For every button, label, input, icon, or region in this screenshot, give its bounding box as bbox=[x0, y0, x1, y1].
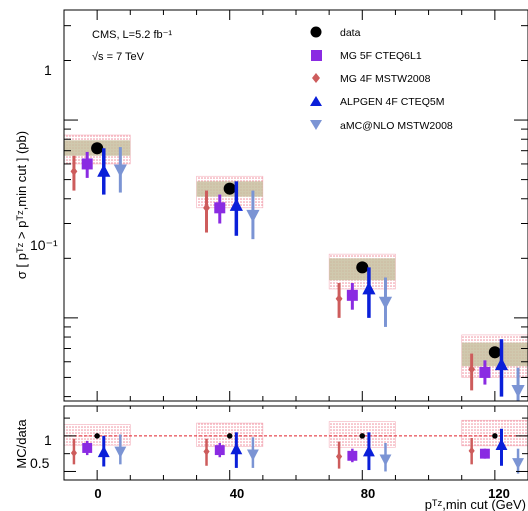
point-amcnlo bbox=[378, 296, 393, 310]
x-axis-label: pᵀᶻ,min cut (GeV) bbox=[425, 497, 526, 511]
legend-marker-amcnlo bbox=[310, 120, 322, 130]
point-alpgen bbox=[362, 281, 376, 295]
y-tick-label-ratio-0p5: 0.5 bbox=[30, 455, 50, 471]
ratio-point-mg5f bbox=[214, 445, 225, 456]
point-mg4f bbox=[70, 166, 78, 176]
legend: data MG 5F CTEQ6L1 MG 4F MSTW2008 ALPGEN… bbox=[310, 26, 453, 132]
legend-marker-mg5f bbox=[311, 50, 322, 61]
point-mg4f bbox=[203, 203, 210, 213]
ratio-point-alpgen bbox=[495, 438, 508, 450]
point-mg5f bbox=[214, 202, 226, 214]
point-alpgen bbox=[229, 198, 243, 211]
y-axis-label-ratio: MC/data bbox=[14, 419, 29, 469]
x-tick-label-120: 120 bbox=[488, 486, 510, 501]
ratio-point-data bbox=[94, 433, 100, 439]
y-tick-label-main-1: 1 bbox=[44, 62, 52, 78]
ratio-point-amcnlo bbox=[114, 446, 127, 459]
point-data bbox=[91, 142, 104, 155]
legend-label-amcnlo: aMC@NLO MSTW2008 bbox=[340, 120, 453, 132]
point-amcnlo bbox=[511, 384, 525, 398]
ratio-point-amcnlo bbox=[512, 458, 524, 470]
ratio-point-mg5f bbox=[82, 443, 93, 453]
point-mg5f bbox=[479, 366, 491, 378]
point-amcnlo bbox=[246, 209, 260, 223]
point-mg5f bbox=[346, 289, 358, 301]
ratio-point-alpgen bbox=[362, 445, 375, 457]
tick-marks bbox=[63, 10, 528, 480]
main-plot-frame bbox=[63, 9, 528, 402]
data-marks bbox=[70, 142, 525, 474]
axes bbox=[63, 9, 528, 481]
point-alpgen bbox=[97, 164, 111, 177]
ratio-point-mg5f bbox=[479, 448, 490, 459]
ratio-point-data bbox=[226, 433, 233, 439]
legend-marker-data bbox=[310, 26, 322, 38]
legend-label-mg4f: MG 4F MSTW2008 bbox=[340, 73, 431, 85]
legend-marker-alpgen bbox=[310, 96, 322, 106]
legend-marker-mg4f bbox=[312, 73, 320, 83]
ratio-point-mg5f bbox=[347, 450, 358, 461]
ratio-point-alpgen bbox=[97, 445, 110, 458]
ratio-point-mg4f bbox=[336, 452, 343, 461]
ratio-plot-frame bbox=[63, 405, 528, 481]
x-tick-label-80: 80 bbox=[361, 486, 375, 501]
y-tick-label-main-0p1: 10⁻¹ bbox=[30, 237, 58, 253]
y-axis-label-main: σ [ pᵀᶻ > pᵀᶻ,min cut ] (pb) bbox=[14, 131, 29, 279]
point-mg4f bbox=[468, 364, 476, 374]
y-tick-label-ratio-1: 1 bbox=[44, 432, 52, 448]
ratio-point-mg4f bbox=[203, 447, 210, 456]
legend-label-data: data bbox=[340, 27, 361, 39]
ratio-point-alpgen bbox=[230, 442, 243, 455]
ratio-point-amcnlo bbox=[246, 449, 259, 461]
ratio-point-data bbox=[492, 433, 498, 439]
point-mg5f bbox=[81, 158, 93, 170]
ratio-point-mg4f bbox=[468, 446, 475, 455]
annotation-energy: √s = 7 TeV bbox=[92, 51, 145, 63]
x-tick-label-0: 0 bbox=[94, 486, 101, 501]
x-tick-label-40: 40 bbox=[230, 486, 244, 501]
legend-label-mg5f: MG 5F CTEQ6L1 bbox=[340, 50, 422, 62]
legend-label-alpgen: ALPGEN 4F CTEQ5M bbox=[340, 96, 444, 108]
annotation-luminosity: CMS, L=5.2 fb⁻¹ bbox=[92, 29, 172, 41]
ratio-point-data bbox=[359, 433, 366, 439]
point-alpgen bbox=[494, 357, 509, 371]
point-data bbox=[488, 346, 501, 359]
ratio-point-amcnlo bbox=[379, 454, 392, 466]
point-amcnlo bbox=[113, 164, 127, 178]
point-data bbox=[356, 261, 369, 274]
point-mg4f bbox=[335, 294, 343, 304]
point-data bbox=[223, 182, 236, 195]
ratio-point-mg4f bbox=[70, 448, 78, 458]
